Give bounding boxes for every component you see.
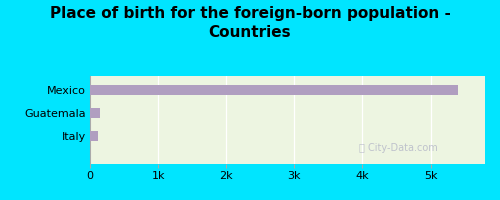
Text: ⓘ City-Data.com: ⓘ City-Data.com xyxy=(358,143,438,153)
Bar xyxy=(90,131,98,141)
Text: Place of birth for the foreign-born population -
Countries: Place of birth for the foreign-born popu… xyxy=(50,6,450,40)
Bar xyxy=(90,108,100,118)
Bar xyxy=(90,85,458,95)
